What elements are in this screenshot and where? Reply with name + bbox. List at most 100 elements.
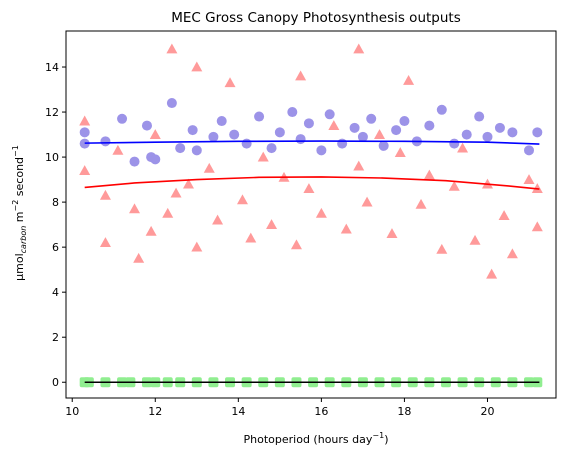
circle-point (254, 111, 265, 122)
x-tick-label: 12 (148, 405, 162, 418)
triangle-point (245, 232, 257, 243)
circle-point (229, 129, 240, 140)
circle-point (436, 104, 447, 115)
triangle-point (295, 70, 307, 81)
triangle-point (328, 120, 340, 130)
triangle-point (183, 178, 194, 189)
circle-point (295, 134, 306, 145)
triangle-point (290, 239, 302, 250)
x-axis-label-sup: −1 (372, 431, 384, 440)
circle-point (79, 127, 90, 138)
plot-frame (65, 30, 557, 399)
triangle-point (506, 248, 518, 259)
y-tick-label: 14 (45, 61, 59, 74)
triangle-point (79, 165, 91, 175)
circle-point (117, 113, 128, 124)
x-tick-label: 18 (397, 405, 411, 418)
x-tick-label: 10 (65, 405, 79, 418)
circle-point (187, 125, 198, 136)
triangle-point (361, 196, 373, 207)
triangle-point (353, 160, 365, 171)
triangle-point (457, 142, 469, 153)
y-axis-label-mid: m (13, 211, 26, 225)
circle-point (391, 125, 402, 136)
y-axis-label-sup2: −1 (11, 145, 20, 157)
x-axis-ticks: 10 12 14 16 18 20 (65, 398, 494, 418)
triangle-point (99, 189, 111, 200)
circle-point (482, 131, 493, 142)
triangle-point (212, 214, 224, 225)
x-axis-label-prefix: Photoperiod (hours day (244, 433, 373, 446)
y-tick-label: 10 (45, 151, 59, 164)
circle-point (141, 120, 152, 131)
x-axis-label: Photoperiod (hours day−1) (244, 431, 389, 446)
triangle-point (79, 115, 91, 126)
triangle-point (203, 162, 215, 173)
circle-point (191, 145, 202, 156)
y-tick-label: 12 (45, 106, 59, 119)
circle-point (166, 98, 177, 109)
circle-point (216, 116, 227, 127)
triangle-point (415, 198, 427, 209)
y-tick-label: 8 (52, 196, 59, 209)
triangle-point (423, 169, 435, 180)
triangle-point (353, 43, 365, 54)
circle-point (287, 107, 298, 118)
y-axis-label-mid2: second (13, 157, 26, 200)
circle-point (274, 127, 285, 138)
triangle-point (145, 225, 157, 236)
triangle-point (315, 207, 327, 218)
triangle-point (374, 129, 386, 139)
y-tick-label: 4 (52, 286, 59, 299)
x-tick-label: 20 (480, 405, 494, 418)
triangle-point (340, 223, 352, 234)
circle-point (494, 122, 505, 133)
circle-point (303, 118, 314, 129)
circle-point (507, 127, 518, 138)
circle-point (366, 113, 377, 124)
y-axis-label: µmolcarbon m−2 second−1 (11, 145, 28, 281)
fit-line-blue (84, 140, 540, 145)
triangle-point (149, 129, 161, 139)
triangle-point (129, 203, 141, 214)
triangle-point (531, 221, 543, 232)
triangle-point (448, 180, 460, 191)
circle-point (241, 138, 252, 149)
y-axis-label-sub: carbon (19, 226, 28, 254)
x-tick-label: 16 (314, 405, 328, 418)
circle-point (349, 122, 360, 133)
circle-point (266, 143, 277, 154)
triangle-point (523, 174, 535, 185)
y-tick-label: 6 (52, 241, 59, 254)
triangle-point (257, 151, 269, 162)
y-axis-label-sup1: −2 (11, 200, 20, 212)
triangle-points (79, 43, 543, 279)
circle-point (532, 127, 543, 138)
triangle-point (386, 228, 398, 239)
circle-points (79, 98, 543, 167)
y-axis-ticks: 0 2 4 6 8 10 12 14 (45, 61, 66, 389)
x-tick-label: 14 (231, 405, 245, 418)
triangle-point (166, 43, 178, 54)
circle-point (175, 143, 186, 154)
triangle-point (236, 194, 248, 205)
x-axis-label-suffix: ) (384, 433, 388, 446)
circle-point (208, 131, 219, 142)
circle-point (449, 138, 460, 149)
circle-point (337, 138, 348, 149)
triangle-point (112, 144, 124, 155)
chart-title: MEC Gross Canopy Photosynthesis outputs (171, 10, 461, 26)
circle-point (357, 131, 368, 142)
triangle-point (162, 207, 174, 218)
circle-point (524, 145, 535, 156)
triangle-point (191, 241, 203, 252)
circle-point (324, 109, 335, 120)
triangle-point (486, 268, 498, 279)
y-tick-label: 2 (52, 331, 59, 344)
circle-point (424, 120, 435, 131)
circle-point (100, 136, 111, 147)
triangle-point (99, 237, 111, 248)
circle-point (150, 154, 161, 165)
triangle-point (403, 75, 415, 85)
circle-point (79, 138, 90, 149)
